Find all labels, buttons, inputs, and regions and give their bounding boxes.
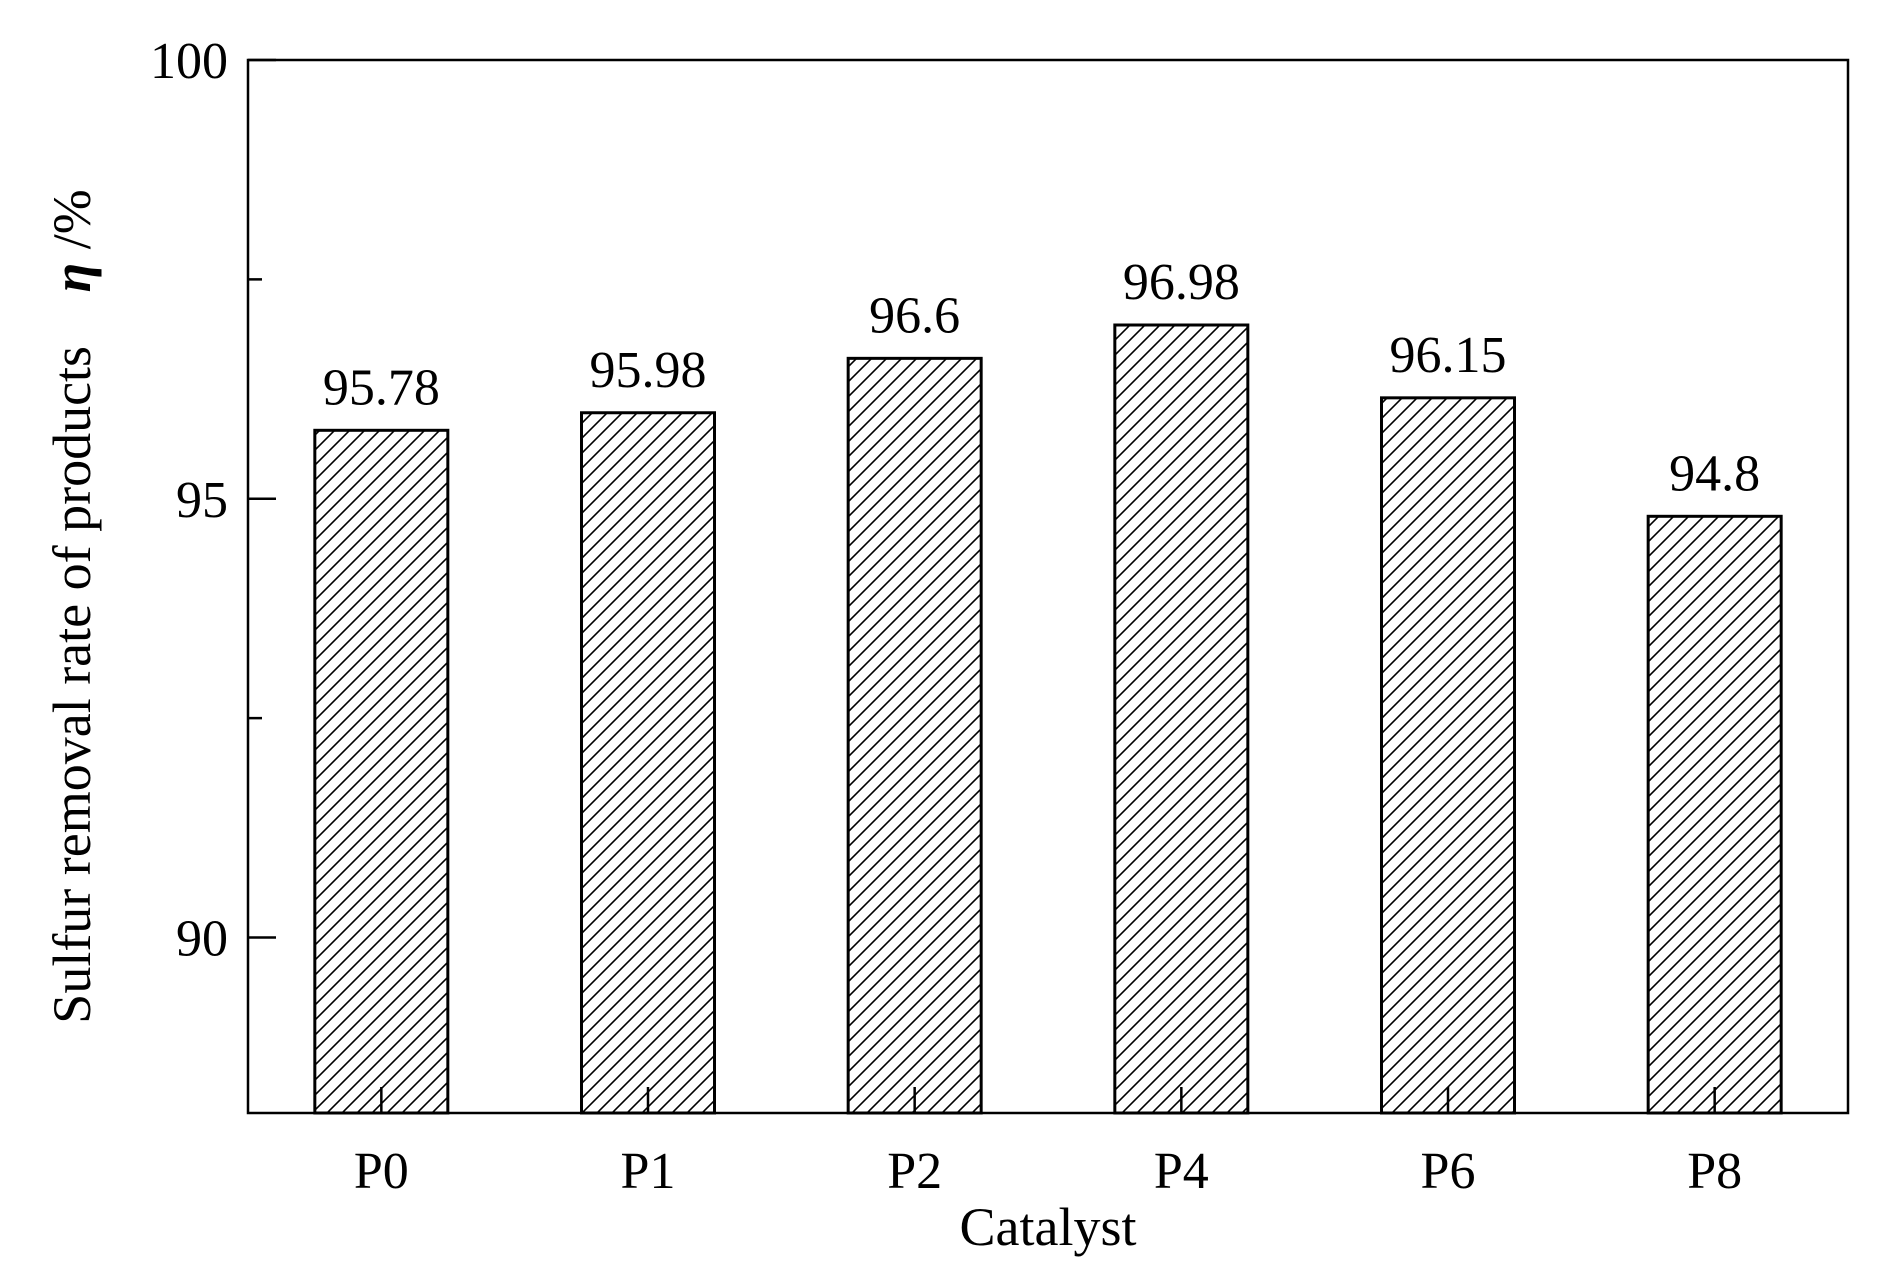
- bar-value-label-p8: 94.8: [1669, 445, 1760, 502]
- y-axis-unit: /%: [42, 189, 102, 249]
- bar-p8: [1646, 514, 1783, 1115]
- x-tick-label-p8: P8: [1687, 1143, 1742, 1200]
- bar-p2: [846, 356, 983, 1115]
- y-tick-label-90: 90: [176, 911, 228, 968]
- bar-labels-group: 95.78 95.98 96.6 96.98 96.15 94.8: [323, 254, 1760, 502]
- x-tick-label-p1: P1: [621, 1143, 676, 1200]
- bar-value-label-p1: 95.98: [590, 342, 707, 399]
- x-ticks-group: P0 P1 P2 P4 P6 P8: [354, 1087, 1742, 1200]
- bar-value-label-p2: 96.6: [869, 287, 960, 344]
- bar-value-label-p6: 96.15: [1390, 327, 1507, 384]
- y-tick-label-100: 100: [150, 33, 228, 90]
- y-ticks-group: 90 95 100: [150, 33, 276, 968]
- y-axis-label-text: Sulfur removal rate of products: [42, 346, 102, 1024]
- x-tick-label-p2: P2: [887, 1143, 942, 1200]
- y-axis-symbol: η: [42, 263, 102, 293]
- bar-p1: [580, 411, 716, 1115]
- bar-value-label-p4: 96.98: [1123, 254, 1240, 311]
- bar-value-label-p0: 95.78: [323, 359, 440, 416]
- x-axis-title: Catalyst: [960, 1197, 1137, 1257]
- bar-p0: [313, 428, 450, 1115]
- x-tick-label-p6: P6: [1421, 1143, 1476, 1200]
- plot-frame: [246, 58, 1850, 1115]
- y-tick-label-95: 95: [176, 472, 228, 529]
- x-tick-label-p0: P0: [354, 1143, 409, 1200]
- y-axis-title: Sulfur removal rate of products η /%: [42, 189, 102, 1023]
- bars-group: [313, 323, 1783, 1115]
- x-tick-label-p4: P4: [1154, 1143, 1209, 1200]
- bar-p6: [1380, 396, 1516, 1115]
- bar-p4: [1113, 323, 1250, 1115]
